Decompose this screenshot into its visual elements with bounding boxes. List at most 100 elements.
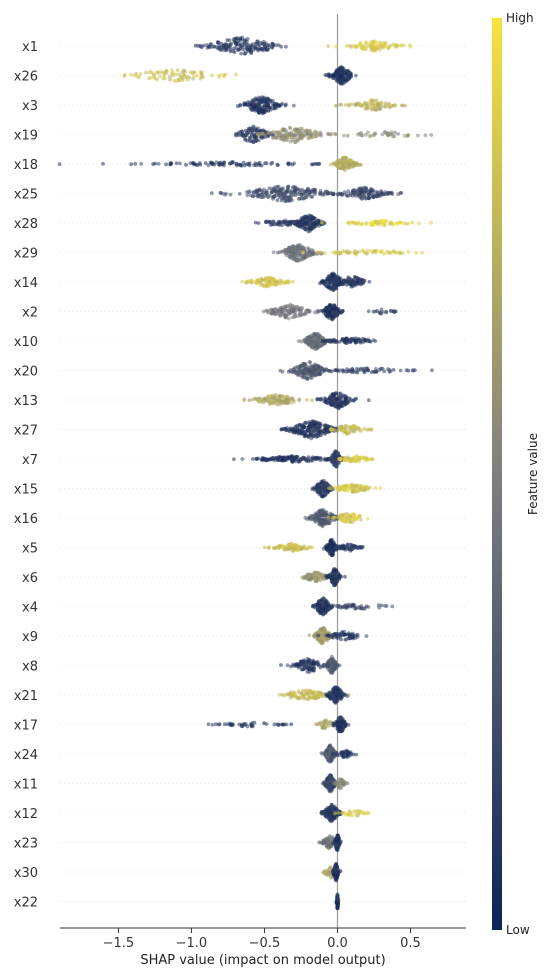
shap-point xyxy=(249,278,254,283)
shap-point xyxy=(325,314,330,319)
shap-point xyxy=(326,44,331,48)
shap-point xyxy=(410,220,415,225)
shap-point xyxy=(260,131,265,136)
shap-point xyxy=(320,519,325,524)
shap-point xyxy=(334,71,339,76)
shap-point xyxy=(310,456,315,461)
shap-point xyxy=(357,488,361,493)
shap-point xyxy=(354,275,359,280)
shap-point xyxy=(373,309,378,314)
shap-point xyxy=(371,338,376,343)
shap-point xyxy=(394,44,398,49)
feature-label: x5 xyxy=(22,542,38,557)
shap-point xyxy=(328,303,333,308)
shap-point xyxy=(348,458,352,463)
shap-point xyxy=(317,364,321,369)
shap-point xyxy=(174,79,179,84)
shap-point xyxy=(386,46,391,51)
shap-point xyxy=(336,395,341,399)
shap-point xyxy=(351,488,356,493)
shap-point xyxy=(393,130,397,135)
shap-point xyxy=(303,515,308,520)
shap-point xyxy=(153,76,158,81)
shap-point xyxy=(366,368,370,373)
shap-point xyxy=(270,130,274,135)
shap-point xyxy=(295,364,300,369)
shap-point xyxy=(306,218,311,223)
feature-label: x25 xyxy=(14,188,38,203)
shap-point xyxy=(371,370,376,374)
shap-point xyxy=(309,189,314,194)
shap-point xyxy=(340,78,344,83)
shap-point xyxy=(338,276,343,281)
shap-point xyxy=(312,336,317,341)
shap-point xyxy=(276,188,281,193)
shap-point xyxy=(302,189,307,194)
shap-point xyxy=(365,44,370,49)
shap-point xyxy=(321,279,325,284)
shap-point xyxy=(308,431,313,436)
shap-point xyxy=(257,99,261,103)
shap-point xyxy=(241,48,246,52)
shap-point xyxy=(358,41,363,46)
shap-point xyxy=(319,397,323,402)
feature-label: x27 xyxy=(14,424,38,439)
shap-point xyxy=(234,72,238,77)
shap-point xyxy=(398,220,402,225)
shap-point xyxy=(371,195,375,200)
shap-point xyxy=(383,42,388,46)
shap-point xyxy=(306,372,311,377)
shap-point xyxy=(302,216,307,221)
shap-point xyxy=(288,302,293,307)
shap-point xyxy=(332,515,337,520)
feature-label: x29 xyxy=(14,247,38,262)
shap-point xyxy=(386,131,390,136)
shap-point xyxy=(247,138,252,143)
shap-point xyxy=(327,280,331,285)
shap-point xyxy=(349,158,354,163)
shap-point xyxy=(366,398,371,403)
shap-point xyxy=(347,102,351,107)
shap-point xyxy=(322,481,327,486)
feature-label: x4 xyxy=(22,601,38,616)
shap-point xyxy=(227,161,232,166)
shap-point xyxy=(363,187,368,191)
shap-point xyxy=(291,132,296,137)
shap-point xyxy=(368,485,372,490)
shap-point xyxy=(244,280,249,285)
shap-point xyxy=(254,127,259,132)
shap-point xyxy=(288,126,293,131)
shap-point xyxy=(278,131,282,136)
shap-point xyxy=(327,285,331,290)
shap-point xyxy=(291,308,296,312)
shap-point xyxy=(254,188,259,193)
shap-point xyxy=(316,486,320,491)
shap-point xyxy=(256,456,261,461)
shap-point xyxy=(318,188,323,193)
shap-point xyxy=(297,221,301,226)
shap-point xyxy=(182,69,186,74)
shap-point xyxy=(285,130,290,135)
shap-point xyxy=(367,196,371,200)
shap-point xyxy=(364,221,369,226)
shap-point xyxy=(353,163,357,168)
shap-point xyxy=(349,547,354,552)
shap-point xyxy=(301,245,306,250)
shap-point xyxy=(330,314,335,319)
shap-point xyxy=(242,397,247,402)
shap-point xyxy=(430,368,434,373)
feature-label: x14 xyxy=(14,276,38,291)
shap-point xyxy=(371,98,376,103)
shap-point xyxy=(380,192,385,197)
shap-point xyxy=(308,360,313,365)
shap-point xyxy=(305,377,310,381)
shap-point xyxy=(197,161,202,166)
row-guide-lines xyxy=(60,45,466,902)
shap-point xyxy=(391,222,396,227)
shap-point xyxy=(269,307,274,312)
shap-point xyxy=(263,277,267,282)
shap-point xyxy=(336,161,341,166)
shap-point xyxy=(333,250,338,255)
feature-row-x25 xyxy=(209,184,404,204)
shap-point xyxy=(347,76,352,81)
